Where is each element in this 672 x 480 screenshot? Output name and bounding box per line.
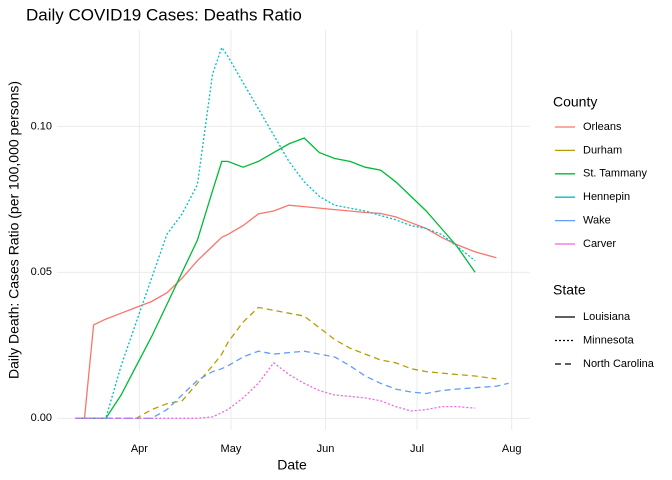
series-line xyxy=(75,204,497,419)
x-tick-label: Aug xyxy=(502,443,522,455)
legend-label: Louisiana xyxy=(583,311,631,323)
y-axis-label: Daily Death: Cases Ratio (per 100,000 pe… xyxy=(6,81,22,379)
legend-label: Durham xyxy=(583,144,622,156)
legend-title: State xyxy=(553,282,586,298)
y-tick-label: 0.05 xyxy=(31,266,52,278)
y-tick-label: 0.00 xyxy=(31,412,52,424)
x-tick-label: Jun xyxy=(317,443,335,455)
legend-label: Wake xyxy=(583,215,611,227)
series-line xyxy=(75,350,509,419)
x-axis-label: Date xyxy=(277,457,307,473)
series-line xyxy=(75,361,476,419)
legend-label: North Carolina xyxy=(583,358,655,370)
legend-label: Hennepin xyxy=(583,191,630,203)
legend-label: Orleans xyxy=(583,121,622,133)
series-line xyxy=(75,137,476,419)
x-tick-label: Apr xyxy=(131,443,148,455)
series-line xyxy=(75,306,497,419)
legend-label: Carver xyxy=(583,238,616,250)
x-tick-label: May xyxy=(221,443,242,455)
chart-title: Daily COVID19 Cases: Deaths Ratio xyxy=(26,5,302,24)
legend-label: Minnesota xyxy=(583,334,635,346)
legend-label: St. Tammany xyxy=(583,168,647,180)
series-line xyxy=(75,46,476,419)
x-tick-label: Jul xyxy=(410,443,424,455)
legend-title: County xyxy=(553,94,597,110)
y-tick-label: 0.10 xyxy=(31,120,52,132)
